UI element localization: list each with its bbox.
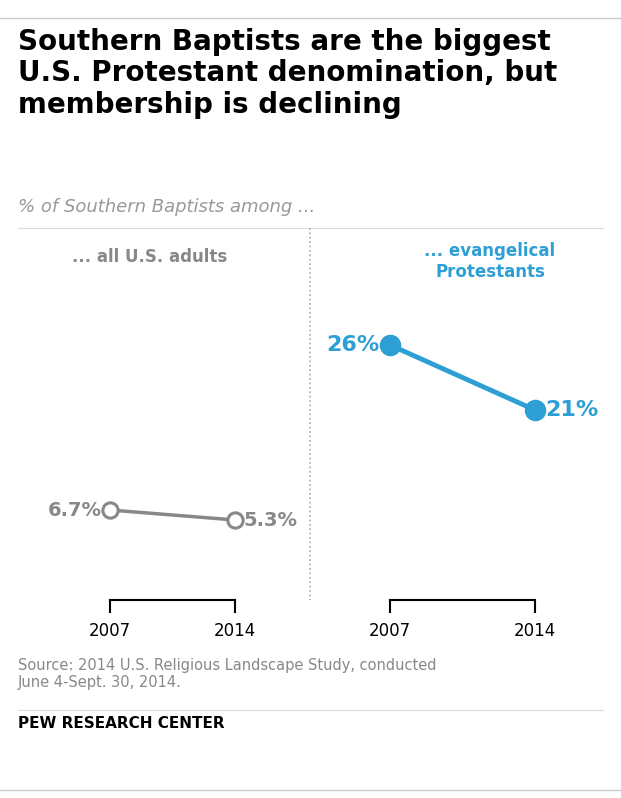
Text: 5.3%: 5.3% — [243, 511, 297, 530]
Text: PEW RESEARCH CENTER: PEW RESEARCH CENTER — [18, 716, 225, 731]
Text: ... all U.S. adults: ... all U.S. adults — [73, 248, 228, 266]
Text: 21%: 21% — [545, 400, 598, 420]
Text: Source: 2014 U.S. Religious Landscape Study, conducted
June 4-Sept. 30, 2014.: Source: 2014 U.S. Religious Landscape St… — [18, 658, 437, 690]
Text: 2007: 2007 — [89, 622, 131, 640]
Text: Southern Baptists are the biggest
U.S. Protestant denomination, but
membership i: Southern Baptists are the biggest U.S. P… — [18, 28, 557, 119]
Text: 6.7%: 6.7% — [48, 500, 102, 519]
Text: 26%: 26% — [327, 335, 380, 355]
Text: ... evangelical
Protestants: ... evangelical Protestants — [424, 242, 556, 281]
Text: % of Southern Baptists among ...: % of Southern Baptists among ... — [18, 198, 315, 216]
Text: 2014: 2014 — [514, 622, 556, 640]
Text: 2007: 2007 — [369, 622, 411, 640]
Text: 2014: 2014 — [214, 622, 256, 640]
